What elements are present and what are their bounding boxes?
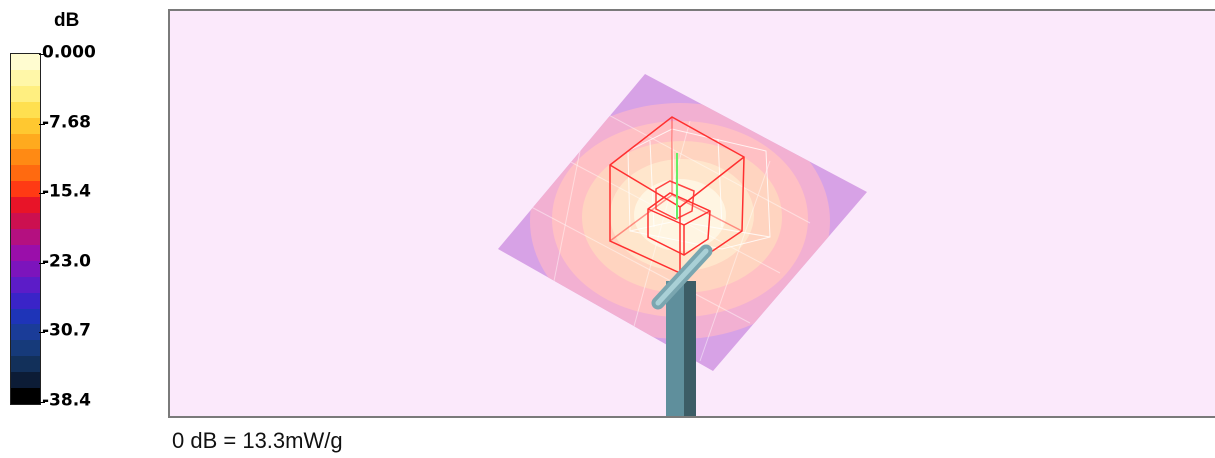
colorbar-swatch (11, 372, 40, 389)
colorbar (10, 53, 41, 405)
colorbar-swatch (11, 165, 40, 182)
colorbar-tick-mark (39, 262, 45, 264)
colorbar-swatch (11, 54, 40, 70)
support-post-shade (684, 281, 696, 416)
colorbar-swatch (11, 244, 40, 261)
colorbar-swatch (11, 324, 40, 341)
sar-3d-viewport[interactable] (168, 9, 1215, 418)
zoom-scan-cube-small (647, 180, 711, 256)
colorbar-swatch (11, 213, 40, 229)
colorbar-swatch (11, 388, 40, 404)
colorbar-swatch (11, 228, 40, 245)
colorbar-swatch (11, 356, 40, 373)
colorbar-tick-label: 0.000 (42, 42, 96, 63)
antenna-rod-highlight (655, 248, 709, 306)
colorbar-swatch (11, 133, 40, 150)
colorbar-swatch (11, 308, 40, 325)
colorbar-swatch (11, 101, 40, 118)
colorbar-swatch (11, 197, 40, 214)
colorbar-swatch (11, 260, 40, 277)
colorbar-swatch (11, 181, 40, 198)
colorbar-tick-mark (39, 402, 45, 403)
legend-unit-label: dB (54, 10, 80, 31)
colorbar-tick-label: -30.7 (42, 321, 91, 342)
colorbar-tick-mark (39, 123, 45, 125)
colorbar-tick-mark (39, 54, 45, 55)
colorbar-swatch (11, 292, 40, 309)
colorbar-swatch (11, 117, 40, 134)
zoom-scan-cube-large (609, 116, 745, 274)
colorbar-tick-label: -38.4 (42, 390, 91, 411)
colorbar-tick-label: -15.4 (42, 181, 91, 202)
colorbar-swatch (11, 69, 40, 86)
colorbar-tick-label: -23.0 (42, 251, 91, 272)
colorbar-swatch (11, 276, 40, 293)
colorbar-tick-label: -7.68 (42, 112, 91, 133)
sar-scene (498, 74, 867, 416)
colorbar-swatch (11, 149, 40, 166)
colorbar-tick-mark (39, 193, 45, 195)
colorbar-tick-mark (39, 332, 45, 334)
colorbar-swatch (11, 340, 40, 357)
colorbar-swatch (11, 85, 40, 102)
reference-level-note: 0 dB = 13.3mW/g (172, 428, 343, 453)
